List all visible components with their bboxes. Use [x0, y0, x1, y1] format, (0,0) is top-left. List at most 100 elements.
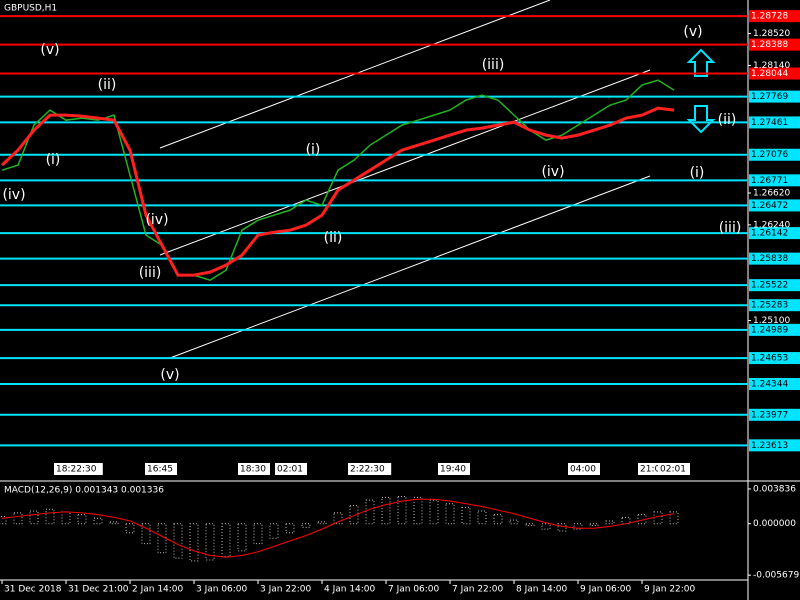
- time-marker: 02:01: [660, 465, 686, 475]
- wave-label: (iv): [145, 212, 168, 228]
- level-label: 1.28388: [751, 40, 788, 50]
- level-label-box: [749, 323, 800, 336]
- macd-signal: [1, 498, 675, 558]
- macd-bar: [477, 510, 487, 525]
- price-line: [1, 79, 675, 282]
- level-label: 1.25522: [751, 281, 788, 291]
- level-label: 1.28728: [751, 12, 788, 22]
- macd-bar: [173, 523, 183, 559]
- x-tick-label: 9 Jan 22:00: [644, 585, 696, 595]
- macd-bar: [493, 514, 503, 525]
- x-tick-label: 4 Jan 14:00: [324, 585, 376, 595]
- level-label-box: [749, 439, 800, 452]
- level-label-box: [749, 67, 800, 80]
- time-marker-box: [438, 463, 470, 475]
- macd-bar: [365, 499, 375, 525]
- macd-tick-label: 0.000000: [753, 519, 796, 529]
- level-label-box: [749, 90, 800, 103]
- x-tick-label: 7 Jan 22:00: [452, 585, 504, 595]
- x-tick-label: 2 Jan 14:00: [132, 585, 184, 595]
- macd-bar: [349, 505, 359, 525]
- macd-bar: [573, 523, 583, 530]
- macd-tick-label: -0.005679: [753, 571, 799, 581]
- time-marker: 02:01: [277, 465, 303, 475]
- x-tick-label: 8 Jan 14:00: [516, 585, 568, 595]
- macd-bar: [93, 517, 103, 525]
- time-marker: 21:0: [640, 465, 660, 475]
- macd-bar: [541, 523, 551, 530]
- level-label-box: [749, 10, 800, 23]
- macd-bar: [397, 496, 407, 525]
- level-label: 1.27769: [751, 92, 788, 102]
- time-marker-box: [658, 463, 690, 475]
- down-arrow: [686, 105, 716, 134]
- macd-bar: [333, 512, 343, 525]
- time-marker: 18:30: [240, 465, 266, 475]
- time-marker-box: [145, 463, 177, 475]
- channel-line: [159, 69, 651, 256]
- level-label: 1.25283: [751, 301, 788, 311]
- wave-label: (i): [46, 152, 61, 168]
- macd-bar: [13, 512, 23, 525]
- macd-bar: [461, 506, 471, 525]
- level-label-box: [749, 174, 800, 187]
- price-line: [0, 106, 675, 277]
- time-marker-box: [568, 463, 600, 475]
- wave-label: (i): [690, 165, 705, 181]
- wave-label: (v): [40, 42, 59, 58]
- wave-label: (iii): [719, 220, 742, 236]
- macd-bar: [189, 523, 199, 562]
- macd-bar: [605, 520, 615, 525]
- wave-label: (i): [306, 142, 321, 158]
- macd-bar: [125, 523, 135, 534]
- time-marker: 19:40: [440, 465, 466, 475]
- y-tick-label: 1.28140: [753, 61, 790, 71]
- level-label-box: [749, 408, 800, 421]
- time-marker: 18:22:30: [56, 465, 97, 475]
- wave-label: (ii): [718, 112, 737, 128]
- level-label: 1.24653: [751, 354, 788, 364]
- macd-bar: [0, 515, 7, 525]
- macd-bar: [237, 523, 247, 552]
- time-marker: 04:00: [570, 465, 596, 475]
- x-tick-label: 7 Jan 06:00: [388, 585, 440, 595]
- wave-label: (ii): [324, 230, 343, 246]
- time-marker-box: [275, 463, 307, 475]
- level-label: 1.27461: [751, 118, 788, 128]
- level-label: 1.24344: [751, 380, 788, 390]
- level-label: 1.25838: [751, 254, 788, 264]
- level-label: 1.24989: [751, 325, 788, 335]
- macd-bar: [253, 523, 263, 545]
- macd-bar: [29, 510, 39, 525]
- level-label-box: [749, 116, 800, 129]
- wave-label: (iii): [139, 265, 162, 281]
- level-label: 1.23977: [751, 410, 788, 420]
- macd-bar: [589, 523, 599, 526]
- macd-bar: [269, 523, 279, 539]
- macd-bar: [141, 523, 151, 545]
- wave-label: (iii): [482, 57, 505, 73]
- wave-label: (iv): [2, 187, 25, 203]
- y-tick-label: 1.26620: [753, 189, 790, 199]
- wave-label: (v): [683, 24, 702, 40]
- macd-bar: [157, 523, 167, 554]
- time-marker-box: [54, 463, 103, 475]
- level-label-box: [749, 199, 800, 212]
- macd-bar: [525, 523, 535, 526]
- level-label-box: [749, 378, 800, 390]
- macd-bar: [301, 523, 311, 528]
- y-tick-label: 1.25100: [753, 316, 790, 326]
- macd-bar: [509, 519, 519, 525]
- macd-bar: [445, 503, 455, 525]
- x-tick-label: 31 Dec 2018: [4, 585, 62, 595]
- x-tick-label: 31 Dec 21:00: [68, 585, 129, 595]
- x-tick-label: 3 Jan 22:00: [260, 585, 312, 595]
- macd-bar: [557, 523, 567, 532]
- macd-bar: [429, 499, 439, 525]
- level-label-box: [749, 252, 800, 265]
- time-marker-box: [638, 463, 665, 475]
- macd-bar: [221, 523, 231, 557]
- time-marker: 2:22:30: [350, 465, 385, 475]
- macd-bar: [413, 496, 423, 525]
